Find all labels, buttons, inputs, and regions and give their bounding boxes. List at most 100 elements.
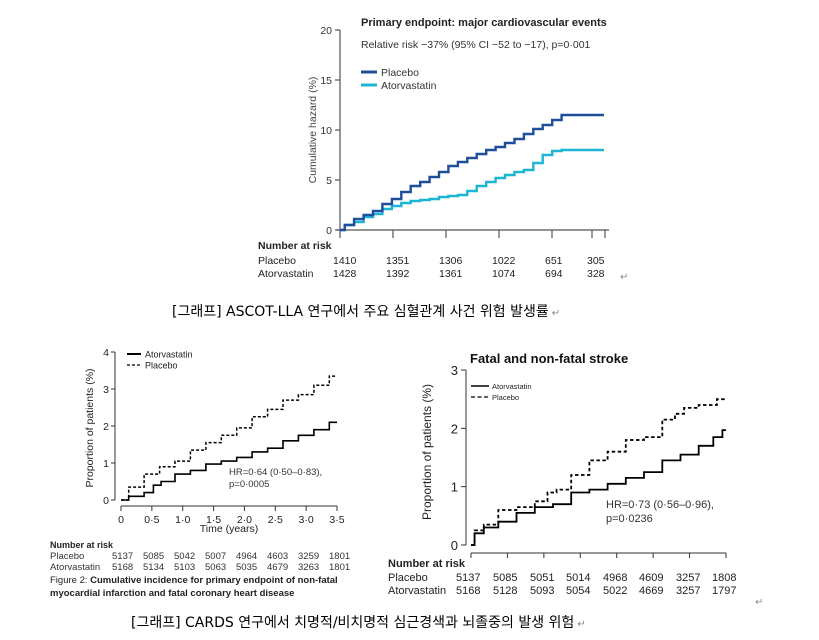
hr-annotation: HR=0·64 (0·50–0·83), bbox=[229, 467, 322, 478]
legend-label-atorvastatin: Atorvastatin bbox=[381, 80, 437, 92]
series-line-atorvastatin bbox=[121, 421, 337, 501]
series-line-placebo bbox=[471, 398, 726, 546]
return-mark-icon: ↵ bbox=[620, 272, 629, 283]
legend-label-atorvastatin: Atorvastatin bbox=[145, 350, 193, 360]
risk-value: 5085 bbox=[493, 572, 517, 584]
number-at-risk-heading: Number at risk bbox=[258, 240, 332, 252]
risk-value: 5085 bbox=[143, 551, 164, 562]
y-tick-label: 1 bbox=[451, 480, 458, 495]
y-tick-label: 2 bbox=[451, 421, 458, 436]
risk-value: 5137 bbox=[112, 551, 133, 562]
risk-value: 1351 bbox=[386, 255, 410, 267]
risk-value: 1801 bbox=[329, 551, 350, 562]
risk-value: 4968 bbox=[603, 572, 627, 584]
return-mark-icon: ↵ bbox=[551, 308, 561, 319]
risk-value: 1074 bbox=[492, 268, 516, 280]
risk-value: 1361 bbox=[439, 268, 463, 280]
y-tick-label: 0 bbox=[326, 225, 332, 237]
risk-value: 5128 bbox=[493, 585, 517, 597]
risk-value: 5022 bbox=[603, 585, 627, 597]
risk-value: 5035 bbox=[236, 562, 257, 573]
risk-row-label: Placebo bbox=[50, 551, 84, 562]
risk-value: 4669 bbox=[639, 585, 663, 597]
return-mark-icon: ↵ bbox=[577, 619, 586, 630]
risk-row-label: Atorvastatin bbox=[388, 585, 446, 597]
risk-value: 5051 bbox=[530, 572, 554, 584]
legend-label-placebo: Placebo bbox=[492, 393, 519, 402]
chart-title: Primary endpoint: major cardiovascular e… bbox=[361, 17, 607, 29]
risk-value: 5093 bbox=[530, 585, 554, 597]
number-at-risk-heading: Number at risk bbox=[388, 558, 466, 570]
risk-value: 5137 bbox=[456, 572, 480, 584]
risk-value: 1022 bbox=[492, 255, 516, 267]
risk-value: 1797 bbox=[712, 585, 736, 597]
y-tick-label: 2 bbox=[103, 421, 109, 433]
hr-annotation: p=0·0005 bbox=[229, 479, 269, 490]
y-tick-label: 10 bbox=[320, 125, 332, 137]
chart-title: Fatal and non-fatal stroke bbox=[470, 351, 628, 366]
risk-value: 5168 bbox=[456, 585, 480, 597]
caption-ascot-text: [그래프] ASCOT-LLA 연구에서 주요 심혈관계 사건 위험 발생률 bbox=[172, 304, 549, 320]
risk-value: 3263 bbox=[298, 562, 319, 573]
series-line-placebo bbox=[340, 113, 604, 232]
risk-row-label: Placebo bbox=[388, 572, 428, 584]
hr-annotation: HR=0·73 (0·56–0·96), bbox=[606, 499, 714, 511]
risk-value: 5007 bbox=[205, 551, 226, 562]
risk-value: 5042 bbox=[174, 551, 195, 562]
risk-value: 3259 bbox=[298, 551, 319, 562]
caption-cards-text: [그래프] CARDS 연구에서 치명적/비치명적 심근경색과 뇌졸중의 발생 … bbox=[131, 615, 575, 631]
risk-value: 1392 bbox=[386, 268, 410, 280]
risk-value: 1410 bbox=[333, 255, 357, 267]
series-line-atorvastatin bbox=[471, 429, 726, 546]
hr-annotation: p=0·0236 bbox=[606, 513, 653, 525]
risk-row-label: Placebo bbox=[258, 255, 296, 267]
y-tick-label: 3 bbox=[451, 363, 458, 378]
risk-value: 5014 bbox=[566, 572, 590, 584]
risk-row-label: Atorvastatin bbox=[50, 562, 100, 573]
risk-value: 5063 bbox=[205, 562, 226, 573]
x-axis-label: Time (years) bbox=[200, 523, 259, 535]
figure-label: Figure 2: bbox=[50, 575, 90, 586]
risk-value: 1801 bbox=[329, 562, 350, 573]
risk-value: 4609 bbox=[639, 572, 663, 584]
figure-caption-line2: myocardial infarction and fatal coronary… bbox=[50, 588, 294, 599]
y-axis-label: Proportion of patients (%) bbox=[84, 368, 96, 487]
x-tick-label: 0·5 bbox=[144, 514, 159, 526]
legend-label-atorvastatin: Atorvastatin bbox=[492, 382, 532, 391]
x-tick-label: 1·5 bbox=[206, 514, 221, 526]
risk-value: 5054 bbox=[566, 585, 590, 597]
risk-value: 1306 bbox=[439, 255, 463, 267]
x-tick-label: 3·0 bbox=[299, 514, 314, 526]
caption-ascot: [그래프] ASCOT-LLA 연구에서 주요 심혈관계 사건 위험 발생률 ↵ bbox=[172, 301, 560, 321]
figure-caption-line1: Figure 2: Cumulative incidence for prima… bbox=[50, 575, 338, 586]
y-tick-label: 15 bbox=[320, 75, 332, 87]
risk-value: 4964 bbox=[236, 551, 257, 562]
series-line-placebo bbox=[121, 375, 337, 501]
risk-value: 5168 bbox=[112, 562, 133, 573]
chart-ascot: 0 5 10 15 20 Cumulative hazard (%) Primary end… bbox=[258, 17, 609, 280]
risk-value: 3257 bbox=[676, 572, 700, 584]
risk-value: 1428 bbox=[333, 268, 357, 280]
legend-label-placebo: Placebo bbox=[145, 361, 178, 371]
legend-label-placebo: Placebo bbox=[381, 67, 419, 79]
return-mark-icon: ↵ bbox=[755, 597, 764, 608]
risk-value: 4679 bbox=[267, 562, 288, 573]
risk-value: 5103 bbox=[174, 562, 195, 573]
risk-value: 305 bbox=[587, 255, 605, 267]
risk-value: 1808 bbox=[712, 572, 736, 584]
y-tick-label: 20 bbox=[320, 25, 332, 37]
y-tick-label: 4 bbox=[103, 347, 109, 359]
x-tick-label: 0 bbox=[118, 514, 124, 526]
x-tick-label: 2·0 bbox=[237, 514, 252, 526]
y-tick-label: 1 bbox=[103, 458, 109, 470]
y-axis-label: Proportion of patients (%) bbox=[420, 384, 434, 520]
x-tick-label: 3·5 bbox=[329, 514, 344, 526]
y-tick-label: 5 bbox=[326, 175, 332, 187]
chart-subtitle: Relative risk −37% (95% CI −52 to −17), … bbox=[361, 39, 591, 51]
x-tick-label: 2·5 bbox=[268, 514, 283, 526]
y-tick-label: 0 bbox=[451, 538, 458, 553]
series-line-atorvastatin bbox=[340, 148, 604, 232]
number-at-risk-heading: Number at risk bbox=[50, 540, 114, 550]
y-tick-label: 0 bbox=[103, 495, 109, 507]
risk-value: 328 bbox=[587, 268, 605, 280]
